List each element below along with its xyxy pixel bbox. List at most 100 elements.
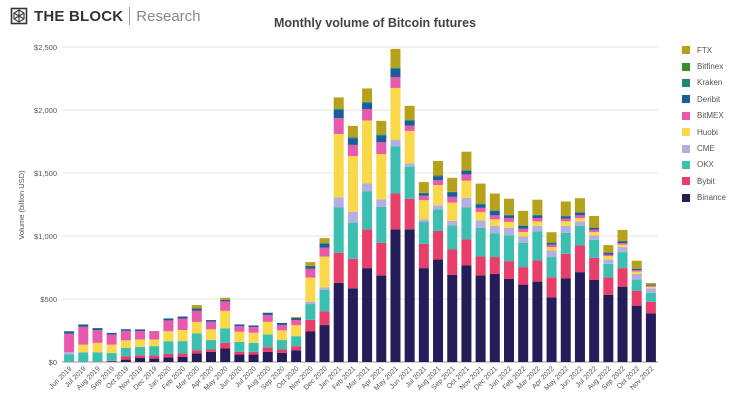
- bar-segment-binance: [447, 274, 458, 362]
- bar-segment-bitmex: [191, 310, 202, 322]
- bar-segment-kraken: [333, 108, 344, 110]
- bar-segment-huobi: [347, 155, 358, 212]
- bar-segment-okx: [319, 289, 330, 312]
- bar-segment-cme: [603, 259, 614, 264]
- legend-label: Huobi: [697, 127, 718, 137]
- legend-item-bybit[interactable]: Bybit: [682, 173, 726, 189]
- bar-segment-deribit: [546, 243, 557, 245]
- bar-segment-deribit: [603, 252, 614, 255]
- y-tick-label: $500: [40, 295, 57, 304]
- bar-segment-huobi: [106, 344, 117, 354]
- legend-item-okx[interactable]: OKX: [682, 157, 726, 173]
- bar-segment-bitmex: [461, 174, 472, 181]
- bar-segment-deribit: [489, 210, 500, 216]
- bar-segment-bybit: [404, 198, 415, 230]
- bar-segment-okx: [574, 225, 585, 246]
- bar-segment-bitmex: [177, 318, 188, 330]
- bar-segment-binance: [631, 305, 642, 362]
- bar-segment-bitmex: [64, 333, 75, 353]
- bar-segment-bitmex: [234, 326, 245, 332]
- bar-segment-binance: [262, 351, 273, 362]
- bar-segment-bybit: [433, 230, 444, 260]
- bar-segment-cme: [418, 219, 429, 223]
- bar-segment-deribit: [234, 324, 245, 327]
- bar-segment-kraken: [546, 242, 557, 244]
- bar-segment-cme: [631, 273, 642, 280]
- legend-item-kraken[interactable]: Kraken: [682, 75, 726, 91]
- bar-segment-okx: [617, 252, 628, 269]
- bar-segment-kraken: [518, 225, 529, 226]
- bar-segment-deribit: [120, 329, 131, 331]
- bar-segment-ftx: [291, 317, 302, 319]
- bar-segment-huobi: [362, 120, 373, 184]
- bar-segment-bitmex: [603, 254, 614, 257]
- bar-segment-cme: [518, 236, 529, 243]
- bar-segment-okx: [333, 207, 344, 253]
- legend-item-bitmex[interactable]: BitMEX: [682, 108, 726, 124]
- bar-segment-ftx: [319, 238, 330, 244]
- bar-segment-huobi: [418, 200, 429, 220]
- bar-segment-okx: [603, 263, 614, 278]
- bar-segment-okx: [631, 279, 642, 291]
- bar-segment-cme: [532, 225, 543, 232]
- legend-item-bitfinex[interactable]: Bitfinex: [682, 58, 726, 74]
- bar-segment-huobi: [645, 286, 656, 289]
- bar-segment-kraken: [390, 67, 401, 69]
- bar-segment-cme: [64, 352, 75, 355]
- bar-segment-okx: [447, 225, 458, 250]
- bar-segment-bitmex: [276, 324, 287, 331]
- bar-segment-bybit: [248, 351, 259, 355]
- bar-segment-binance: [546, 297, 557, 362]
- bar-segment-cme: [645, 288, 656, 293]
- bar-segment-binance: [560, 278, 571, 362]
- bar-segment-bitmex: [120, 330, 131, 341]
- bar-segment-huobi: [234, 331, 245, 342]
- bar-segment-bybit: [418, 243, 429, 269]
- bar-segment-bitmex: [305, 268, 316, 278]
- bar-segment-cme: [589, 235, 600, 240]
- bar-segment-bybit: [574, 245, 585, 273]
- legend-item-deribit[interactable]: Deribit: [682, 91, 726, 107]
- bar-segment-binance: [376, 275, 387, 362]
- bar-segment-huobi: [376, 153, 387, 200]
- legend-swatch: [682, 144, 690, 153]
- bar-segment-bybit: [333, 252, 344, 283]
- legend-swatch: [682, 160, 690, 169]
- bar-segment-okx: [433, 209, 444, 231]
- bar-segment-bybit: [631, 290, 642, 306]
- bar-segment-binance: [645, 313, 656, 362]
- bar-segment-bybit: [532, 260, 543, 282]
- bar-segment-bybit: [220, 342, 231, 349]
- cube-logo-icon: [10, 7, 28, 25]
- bar-segment-huobi: [574, 217, 585, 222]
- bar-segment-okx: [78, 352, 89, 362]
- bar-segment-bybit: [206, 349, 216, 352]
- bar-segment-kraken: [475, 203, 486, 205]
- bar-segment-okx: [518, 242, 529, 268]
- bar-segment-huobi: [248, 332, 259, 343]
- bar-segment-huobi: [603, 256, 614, 260]
- bar-segment-bybit: [504, 261, 514, 279]
- bar-segment-binance: [149, 358, 160, 362]
- bar-segment-bitmex: [333, 118, 344, 134]
- bar-segment-bitmex: [404, 125, 415, 131]
- bar-segment-deribit: [305, 266, 316, 269]
- y-tick-label: $2,500: [34, 43, 57, 52]
- bar-segment-okx: [546, 257, 557, 278]
- bar-segment-bitmex: [418, 195, 429, 201]
- bar-segment-binance: [276, 352, 287, 362]
- legend-item-cme[interactable]: CME: [682, 140, 726, 156]
- bar-segment-okx: [206, 340, 216, 350]
- bar-segment-bitmex: [149, 331, 160, 340]
- legend-item-ftx[interactable]: FTX: [682, 42, 726, 58]
- bar-segment-bybit: [589, 257, 600, 280]
- bar-segment-bybit: [347, 258, 358, 289]
- legend-label: Binance: [697, 193, 726, 203]
- bar-segment-bybit: [617, 268, 628, 287]
- legend-item-binance[interactable]: Binance: [682, 190, 726, 206]
- bar-segment-okx: [163, 341, 174, 354]
- bar-segment-bybit: [518, 267, 529, 285]
- legend-item-huobi[interactable]: Huobi: [682, 124, 726, 140]
- bar-segment-bitmex: [106, 334, 117, 345]
